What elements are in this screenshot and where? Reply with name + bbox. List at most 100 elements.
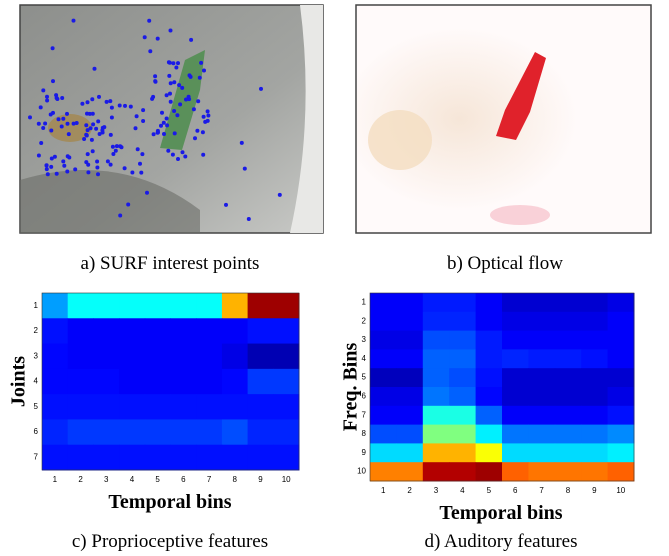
interest-point <box>224 202 228 207</box>
heatmap-cell <box>42 343 69 370</box>
heatmap-cell <box>196 343 223 370</box>
heatmap-cell <box>475 405 503 426</box>
interest-point <box>118 213 123 218</box>
heatmap-cell <box>67 419 94 446</box>
heatmap-cell <box>528 349 556 369</box>
heatmap-cell <box>67 318 94 345</box>
heatmap-cell <box>607 293 635 313</box>
interest-point <box>95 159 100 164</box>
interest-point <box>82 137 87 141</box>
interest-point <box>197 75 202 80</box>
interest-point <box>155 128 160 133</box>
x-tick-label: 9 <box>258 475 263 484</box>
heatmap-cell <box>221 444 249 471</box>
y-axis-label: Freq. Bins <box>340 343 362 432</box>
heatmap-cell <box>554 424 582 444</box>
heatmap-cell <box>396 330 424 350</box>
heatmap-cell <box>554 387 582 407</box>
heatmap-cell <box>196 394 223 420</box>
interest-point <box>97 132 102 136</box>
interest-point <box>61 159 66 164</box>
interest-point <box>111 152 116 156</box>
heatmap-cell <box>221 343 249 370</box>
interest-point <box>71 18 76 23</box>
interest-point <box>147 18 152 23</box>
heatmap-cell <box>502 293 529 313</box>
interest-point <box>135 147 140 152</box>
interest-point <box>108 162 113 167</box>
interest-point <box>183 154 188 159</box>
heatmap-cell <box>475 330 503 350</box>
interest-point <box>202 68 206 73</box>
heatmap-cell <box>247 343 274 370</box>
caption: a) SURF interest points <box>81 253 260 274</box>
interest-point <box>74 121 79 125</box>
heatmap-cell <box>449 311 477 332</box>
x-tick-label: 3 <box>434 486 439 495</box>
heatmap-cell <box>396 349 424 369</box>
caption: b) Optical flow <box>447 253 563 274</box>
interest-point <box>172 131 177 136</box>
heatmap-cell <box>273 368 300 395</box>
interest-point <box>246 217 251 221</box>
interest-point <box>150 96 155 101</box>
heatmap-cell <box>554 311 582 332</box>
heatmap-cell <box>502 462 529 482</box>
interest-point <box>172 109 177 113</box>
interest-point <box>180 150 185 155</box>
heatmap-cell <box>422 443 450 463</box>
heatmap-cell <box>502 311 529 332</box>
y-tick-label: 2 <box>362 316 367 325</box>
heatmap-cell <box>422 293 450 313</box>
interest-point <box>141 108 146 113</box>
y-tick-label: 1 <box>34 301 39 310</box>
heatmap-cell <box>144 444 171 471</box>
interest-point <box>105 159 110 164</box>
heatmap-cell <box>42 293 69 319</box>
heatmap-cell <box>475 368 503 388</box>
heatmap-cell <box>119 419 146 446</box>
heatmap-cell <box>144 318 171 345</box>
heatmap-cell <box>196 318 223 345</box>
heatmap-cell <box>247 318 274 345</box>
interest-point <box>141 119 146 123</box>
heatmap-cell <box>607 387 635 407</box>
heatmap-cell <box>170 343 197 370</box>
interest-point <box>164 116 169 121</box>
interest-point <box>138 161 142 166</box>
heatmap-cell <box>170 444 197 471</box>
heatmap-cell <box>396 387 424 407</box>
heatmap-cell <box>42 444 69 471</box>
y-tick-label: 3 <box>34 351 39 360</box>
interest-point <box>51 110 55 115</box>
interest-point <box>44 163 49 168</box>
interest-point <box>51 79 55 84</box>
heatmap-cell <box>196 419 223 446</box>
interest-point <box>91 122 96 127</box>
interest-point <box>43 121 48 126</box>
x-axis-label: Temporal bins <box>439 502 562 524</box>
interest-point <box>104 99 109 104</box>
x-tick-label: 4 <box>130 475 135 484</box>
heatmap-cell <box>422 462 450 482</box>
heatmap-cell <box>475 424 503 444</box>
interest-point <box>95 165 100 170</box>
interest-point <box>65 169 70 174</box>
heatmap-cell <box>370 368 397 388</box>
interest-point <box>148 49 153 54</box>
heatmap-cell <box>119 368 146 395</box>
interest-point <box>41 126 46 130</box>
interest-point <box>45 172 50 177</box>
heatmap-cell <box>396 311 424 332</box>
interest-point <box>196 99 201 104</box>
heatmap-cell <box>607 405 635 426</box>
heatmap-cell <box>396 368 424 388</box>
interest-point <box>59 124 64 129</box>
interest-point <box>66 132 71 137</box>
interest-point <box>61 116 66 121</box>
x-tick-label: 2 <box>78 475 83 484</box>
y-axis-label: Joints <box>8 356 30 407</box>
y-tick-label: 7 <box>362 410 367 419</box>
interest-point <box>145 190 149 195</box>
heatmap-cell <box>528 405 556 426</box>
